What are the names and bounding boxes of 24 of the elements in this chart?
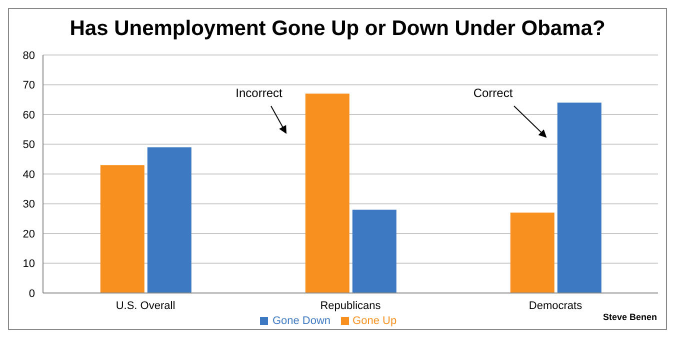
bar	[510, 212, 554, 293]
bar	[147, 147, 192, 293]
annotation: Incorrect	[236, 86, 284, 100]
bar	[305, 94, 350, 293]
y-tick-label: 30	[22, 198, 35, 211]
y-tick-label: 50	[22, 139, 35, 152]
y-tick-label: 20	[22, 228, 35, 240]
bar	[100, 165, 144, 293]
text: Steve Benen	[602, 312, 657, 322]
y-tick-label: 70	[22, 80, 35, 92]
annotation: Correct	[473, 86, 514, 100]
y-tick-label: 60	[22, 109, 35, 122]
bar	[557, 102, 602, 293]
x-tick-label: Democrats	[528, 300, 583, 312]
x-tick-label: U.S. Overall	[116, 300, 176, 312]
legend-label: Gone Down	[272, 315, 331, 327]
y-tick-label: 0	[28, 288, 35, 300]
legend-label: Gone Up	[352, 315, 397, 327]
y-tick-label: 10	[22, 258, 35, 270]
chart-title: Has Unemployment Gone Up or Down Under Obama?	[68, 16, 606, 42]
bar	[352, 210, 396, 293]
y-tick-label: 80	[22, 50, 35, 62]
x-tick-label: Republicans	[320, 300, 382, 312]
y-tick-label: 40	[22, 168, 35, 181]
